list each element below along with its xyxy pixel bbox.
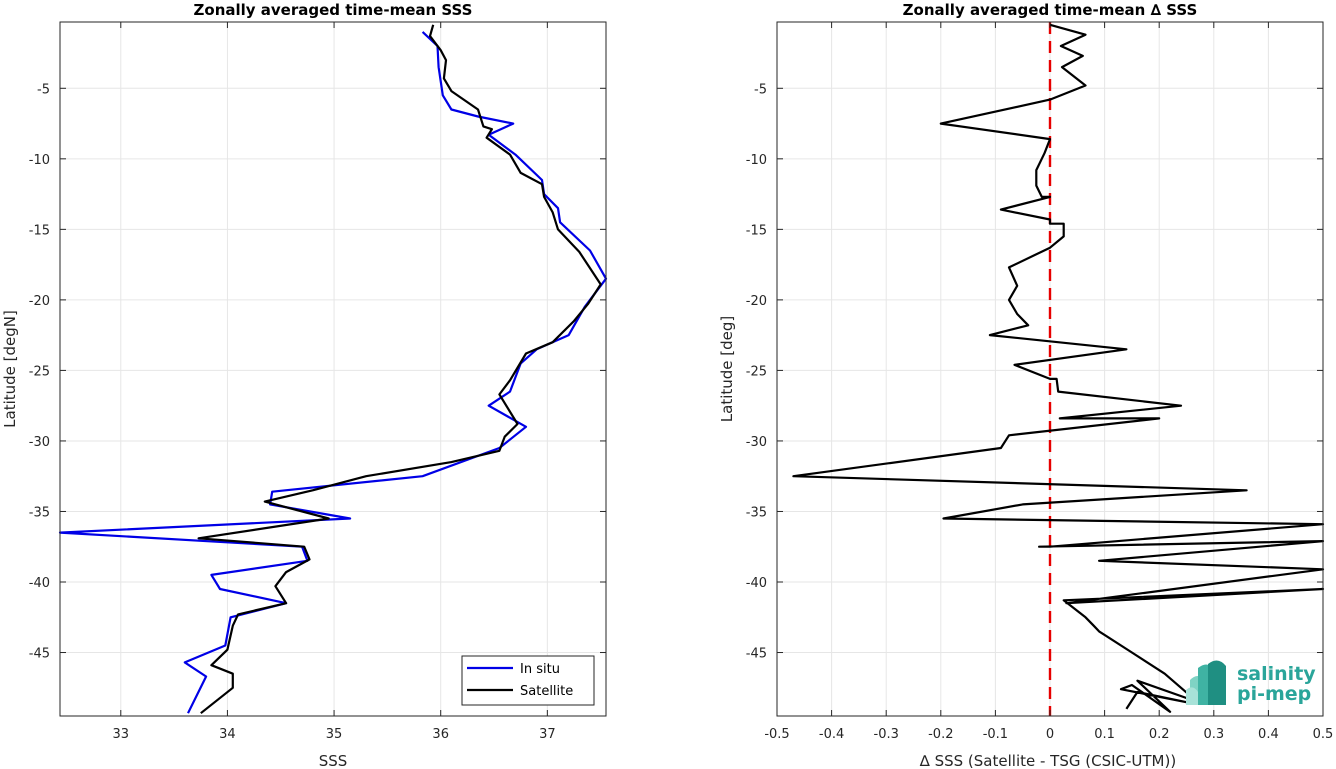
sss-x-tick-label: 37 [539,727,556,742]
sss-y-tick-label: -45 [29,647,50,662]
sss-x-tick-label: 34 [219,727,236,742]
sss-y-tick-label: -20 [29,294,50,309]
legend-box [461,655,595,706]
sss-series-line-1 [197,24,602,715]
delta-sss-y-axis-label: Latitude [deg] [718,316,736,422]
delta-sss-lines [792,22,1325,716]
delta-sss-x-tick-label: -0.4 [819,727,844,742]
sss-lines [58,24,608,715]
delta-sss-y-tick-label: -30 [746,435,767,450]
sss-y-tick-label: -10 [29,153,50,168]
delta-sss-x-tick-label: 0.2 [1149,727,1170,742]
delta-sss-chart-title: Zonally averaged time-mean ∆ SSS [903,1,1198,19]
delta-sss-y-tick-label: -10 [746,153,767,168]
sss-grid [60,22,606,716]
delta-sss-y-tick-label: -35 [746,505,767,520]
sss-x-tick-label: 35 [326,727,343,742]
sss-x-tick-label: 36 [432,727,449,742]
delta-sss-x-axis-label: ∆ SSS (Satellite - TSG (CSIC-UTM)) [919,752,1176,769]
legend-label-in-situ: In situ [520,662,560,677]
sss-y-tick-label: -25 [29,364,50,379]
delta-sss-x-tick-label: 0 [1046,727,1054,742]
logo-wave-icon [1186,660,1226,705]
delta-sss-x-tick-label: 0.5 [1313,727,1334,742]
delta-sss-x-tick-label: 0.1 [1094,727,1115,742]
sss-y-axis-label: Latitude [degN] [1,310,19,428]
delta-sss-ticks: -0.5 -0.4 -0.3 -0.2 -0.1 0 0.1 0.2 0.3 0.4 0.5 -5 -1… [746,22,1334,742]
salinity-pi-mep-logo: salinity pi-mep [1186,660,1316,705]
delta-sss-y-tick-label: -15 [746,223,767,238]
delta-sss-x-tick-label: -0.2 [928,727,953,742]
sss-chart-title: Zonally averaged time-mean SSS [194,1,473,19]
delta-sss-x-tick-label: 0.3 [1203,727,1224,742]
sss-x-tick-label: 33 [113,727,130,742]
delta-sss-y-tick-label: -20 [746,294,767,309]
sss-y-tick-label: -15 [29,223,50,238]
legend-label-satellite: Satellite [520,684,573,699]
delta-sss-x-tick-label: -0.5 [764,727,789,742]
sss-x-axis-label: SSS [319,752,348,769]
delta-sss-y-tick-label: -40 [746,576,767,591]
delta-sss-panel: -0.5 -0.4 -0.3 -0.2 -0.1 0 0.1 0.2 0.3 0.4 0.5 -5 -1… [718,1,1333,769]
sss-axes-frame [59,21,607,717]
delta-sss-x-tick-label: -0.3 [874,727,899,742]
sss-legend: In situ Satellite [461,655,595,706]
delta-sss-y-tick-label: -45 [746,647,767,662]
sss-panel: 33 34 35 36 37 -5 -10 -15 -20 -25 -30 -35 -40 -45 Zon… [1,1,608,769]
sss-series-line-0 [58,31,608,714]
sss-y-tick-label: -40 [29,576,50,591]
sss-y-tick-label: -30 [29,435,50,450]
delta-sss-x-tick-label: -0.1 [983,727,1008,742]
sss-y-tick-label: -35 [29,505,50,520]
delta-sss-series-line-0 [792,23,1325,713]
sss-y-tick-label: -5 [37,82,50,97]
sss-ticks: 33 34 35 36 37 -5 -10 -15 -20 -25 -30 -35 -40 -45 [29,22,606,742]
logo-text-line2: pi-mep [1237,683,1311,705]
delta-sss-x-tick-label: 0.4 [1258,727,1279,742]
delta-sss-y-tick-label: -25 [746,364,767,379]
logo-text-line1: salinity [1237,663,1316,685]
delta-sss-y-tick-label: -5 [754,82,767,97]
